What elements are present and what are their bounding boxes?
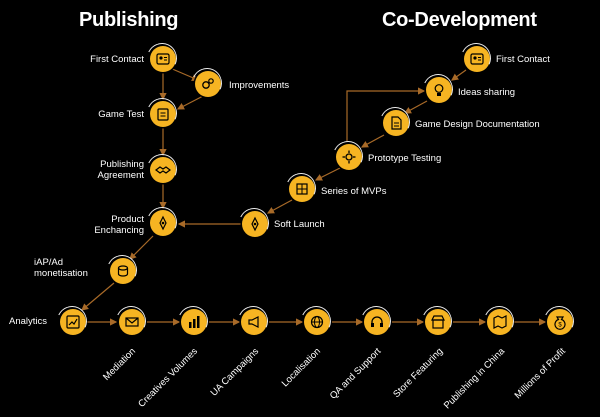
prototype-node — [336, 144, 362, 170]
money-bag-icon: $ — [554, 316, 566, 330]
store-featuring-node — [425, 309, 451, 335]
soft-launch-node — [242, 211, 268, 237]
arrow-mvps-to-soft-launch — [266, 199, 293, 214]
creatives-node — [181, 309, 207, 335]
arrow-gdd-to-prototype — [360, 134, 385, 148]
analytics-node — [60, 309, 86, 335]
prototype-gear-icon — [342, 150, 356, 164]
codev-step-ideas-sharing: Ideas sharing — [458, 87, 516, 98]
pub-step-improvements: Improvements — [229, 80, 290, 91]
codev-step-gdd: Game Design Documentation — [415, 119, 540, 130]
china-node — [487, 309, 513, 335]
mail-icon — [125, 317, 139, 327]
pub-step-publishing-agreement: Publishing Agreement — [97, 159, 144, 181]
megaphone-icon — [248, 316, 259, 328]
headset-icon — [371, 316, 383, 327]
profit-node: $ — [547, 309, 573, 335]
qa-support-node — [364, 309, 390, 335]
ua-campaigns-node — [241, 309, 267, 335]
codev-step-prototype-testing: Prototype Testing — [368, 153, 442, 164]
monetisation-node — [110, 258, 136, 284]
pub-step-iap-ad-monetisation: iAP/Ad monetisation — [34, 257, 88, 279]
arrow-improvements-to-game-test — [176, 94, 206, 110]
gdd-node — [383, 110, 409, 136]
agreement-node — [150, 157, 176, 183]
gears-icon — [202, 78, 214, 89]
pub-step-first-contact: First Contact — [90, 54, 144, 65]
mediation-node — [119, 309, 145, 335]
codev-title: Co-Development — [382, 9, 537, 31]
mvps-node — [289, 176, 315, 202]
arrow-ideas-to-gdd — [403, 100, 428, 114]
globe-icon — [310, 315, 324, 329]
lightbulb-icon — [434, 84, 444, 96]
puzzle-icon — [296, 183, 308, 195]
arrow-prototype-to-mvps — [314, 167, 341, 181]
rocket-icon — [251, 216, 259, 232]
codev-step-soft-launch: Soft Launch — [274, 219, 325, 230]
store-icon — [431, 315, 445, 329]
svg-text:$: $ — [558, 323, 562, 329]
localisation-node — [304, 309, 330, 335]
coins-icon — [117, 265, 129, 277]
codev-first-contact-node — [464, 46, 490, 72]
game-test-node — [150, 101, 176, 127]
pub-step-analytics: Analytics — [9, 316, 48, 327]
pub-step-game-test: Game Test — [98, 109, 144, 120]
arrow-prototype-loop-to-ideas — [346, 87, 426, 142]
contact-card-icon — [470, 53, 484, 65]
codev-step-first-contact: First Contact — [496, 54, 550, 65]
enchancing-node — [150, 210, 176, 236]
pub-step-product-enchancing: Product Enchancing — [94, 214, 144, 236]
codev-step-series-of-mvps: Series of MVPs — [321, 186, 387, 197]
map-icon — [493, 315, 507, 329]
first-contact-node — [150, 46, 176, 72]
clipboard-icon — [157, 108, 169, 121]
rocket-icon — [159, 215, 167, 231]
arrow-monetisation-to-analytics — [81, 282, 115, 311]
document-icon — [391, 116, 402, 130]
ideas-node — [426, 77, 452, 103]
improvements-node — [195, 71, 221, 97]
publishing-title: Publishing — [79, 9, 179, 31]
arrow-enchancing-to-monetisation — [129, 235, 154, 260]
bar-chart-icon — [189, 316, 200, 328]
arrow-codev-first-to-ideas — [451, 69, 467, 81]
contact-card-icon — [156, 53, 170, 65]
analytics-chart-icon — [66, 315, 80, 329]
handshake-icon — [155, 166, 171, 174]
